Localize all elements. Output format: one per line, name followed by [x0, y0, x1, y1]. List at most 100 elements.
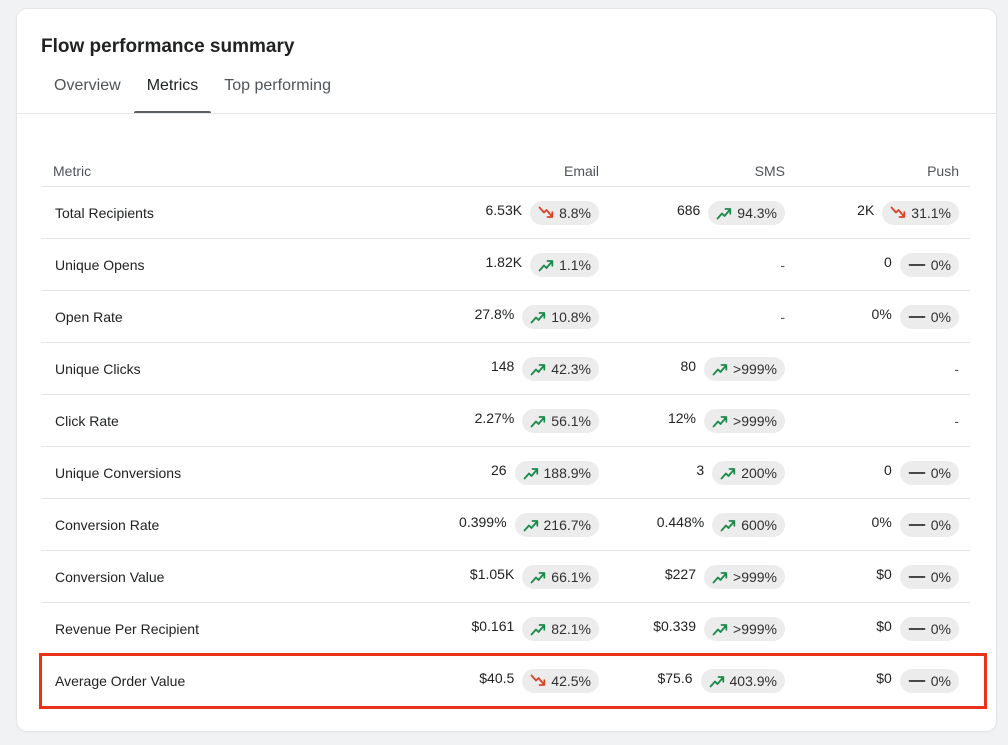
- trend-up-icon: [530, 570, 551, 584]
- change-badge: 0%: [899, 669, 959, 693]
- change-value: >999%: [733, 620, 777, 637]
- push-cell: -: [785, 361, 970, 377]
- change-value: 82.1%: [551, 620, 591, 637]
- push-cell: $0 0%: [785, 616, 970, 641]
- change-value: 188.9%: [543, 464, 591, 481]
- table-row: Average Order Value $40.5 42.5% $75.6 403.9%…: [41, 655, 970, 707]
- change-value: 94.3%: [737, 204, 777, 221]
- metric-name: Click Rate: [55, 412, 119, 429]
- push-value: 0: [883, 253, 892, 270]
- trend-up-icon: [530, 362, 551, 376]
- metric-name: Average Order Value: [55, 673, 186, 689]
- trend-down-icon: [530, 674, 551, 688]
- tab-overview[interactable]: Overview: [54, 77, 121, 94]
- trend-up-icon: [523, 518, 544, 532]
- tab-metrics[interactable]: Metrics: [133, 67, 212, 114]
- email-value: 26: [490, 461, 507, 478]
- change-badge: 66.1%: [522, 564, 599, 589]
- email-cell: 6.53K 8.8%: [413, 200, 599, 225]
- change-value: 42.5%: [551, 673, 591, 689]
- change-value: >999%: [733, 412, 777, 429]
- email-cell: 2.27% 56.1%: [413, 408, 599, 433]
- change-badge: 600%: [712, 512, 785, 537]
- change-value: 0%: [930, 516, 951, 533]
- email-cell: $1.05K 66.1%: [413, 564, 599, 589]
- sms-cell: -: [599, 309, 785, 325]
- change-value: 56.1%: [551, 412, 591, 429]
- sms-cell: -: [599, 257, 785, 273]
- sms-cell: 686 94.3%: [599, 200, 785, 225]
- change-badge: 31.1%: [882, 200, 959, 225]
- table-row: Unique Conversions 26 188.9% 3 200% 0 0%: [41, 447, 970, 499]
- change-badge: >999%: [704, 616, 785, 641]
- change-value: 600%: [741, 516, 777, 533]
- change-value: 0%: [930, 673, 951, 689]
- change-badge: >999%: [704, 564, 785, 589]
- change-badge: 0%: [899, 304, 959, 329]
- change-badge: 10.8%: [522, 304, 599, 329]
- metric-name: Conversion Value: [55, 568, 165, 585]
- email-cell: 27.8% 10.8%: [413, 304, 599, 329]
- metric-name: Unique Opens: [55, 256, 145, 273]
- change-badge: >999%: [704, 356, 785, 381]
- trend-down-icon: [538, 206, 559, 220]
- table-row: Conversion Rate 0.399% 216.7% 0.448% 600% 0% 0…: [41, 499, 970, 551]
- metric-name: Total Recipients: [55, 204, 154, 221]
- change-badge: 216.7%: [514, 512, 599, 537]
- change-value: 200%: [741, 464, 777, 481]
- header-sms: SMS: [754, 162, 785, 179]
- header-push: Push: [927, 162, 959, 179]
- trend-up-icon: [712, 362, 733, 376]
- trend-up-icon: [712, 414, 733, 428]
- email-value: 2.27%: [474, 409, 515, 426]
- trend-up-icon: [538, 258, 559, 272]
- email-cell: $0.161 82.1%: [413, 616, 599, 641]
- email-value: 148: [490, 357, 515, 374]
- change-badge: 42.3%: [522, 356, 599, 381]
- email-value: $40.5: [479, 670, 515, 686]
- change-badge: 188.9%: [514, 460, 599, 485]
- trend-up-icon: [720, 466, 741, 480]
- trend-up-icon: [716, 206, 737, 220]
- change-value: 216.7%: [543, 516, 591, 533]
- change-badge: 200%: [712, 460, 785, 485]
- trend-flat-icon: [908, 258, 931, 272]
- change-value: 0%: [930, 620, 951, 637]
- trend-up-icon: [530, 310, 551, 324]
- sms-cell: $75.6 403.9%: [599, 669, 785, 693]
- email-cell: $40.5 42.5%: [413, 669, 599, 693]
- push-value: $0: [876, 617, 892, 634]
- email-cell: 1.82K 1.1%: [413, 252, 599, 277]
- push-value: $0: [876, 670, 892, 686]
- push-cell: $0 0%: [785, 564, 970, 589]
- push-value: 0: [883, 461, 892, 478]
- trend-up-icon: [530, 622, 551, 636]
- change-value: 1.1%: [559, 256, 591, 273]
- tabs-divider: [17, 113, 996, 114]
- table-row: Click Rate 2.27% 56.1% 12% >999% -: [41, 395, 970, 447]
- push-cell: 0 0%: [785, 460, 970, 485]
- table-row: Total Recipients 6.53K 8.8% 686 94.3% 2K 31.1%: [41, 187, 970, 239]
- change-badge: 0%: [899, 512, 959, 537]
- sms-value: 686: [676, 201, 701, 218]
- header-email: Email: [563, 162, 599, 179]
- change-badge: 0%: [899, 460, 959, 485]
- flow-performance-card: Flow performance summary Overview Metric…: [17, 9, 996, 731]
- email-value: 0.399%: [459, 513, 507, 530]
- trend-up-icon: [523, 466, 544, 480]
- push-cell: 0% 0%: [785, 512, 970, 537]
- change-badge: 0%: [899, 616, 959, 641]
- change-value: 0%: [930, 568, 951, 585]
- push-value: 2K: [857, 201, 875, 218]
- change-badge: 42.5%: [522, 669, 599, 693]
- change-value: 66.1%: [551, 568, 591, 585]
- sms-value: -: [780, 308, 785, 325]
- trend-up-icon: [712, 622, 733, 636]
- trend-up-icon: [720, 518, 741, 532]
- trend-flat-icon: [908, 518, 931, 532]
- header-metric: Metric: [53, 162, 92, 179]
- tab-top-performing[interactable]: Top performing: [224, 77, 331, 94]
- change-value: 31.1%: [911, 204, 951, 221]
- sms-value: $75.6: [657, 670, 693, 686]
- trend-flat-icon: [908, 570, 931, 584]
